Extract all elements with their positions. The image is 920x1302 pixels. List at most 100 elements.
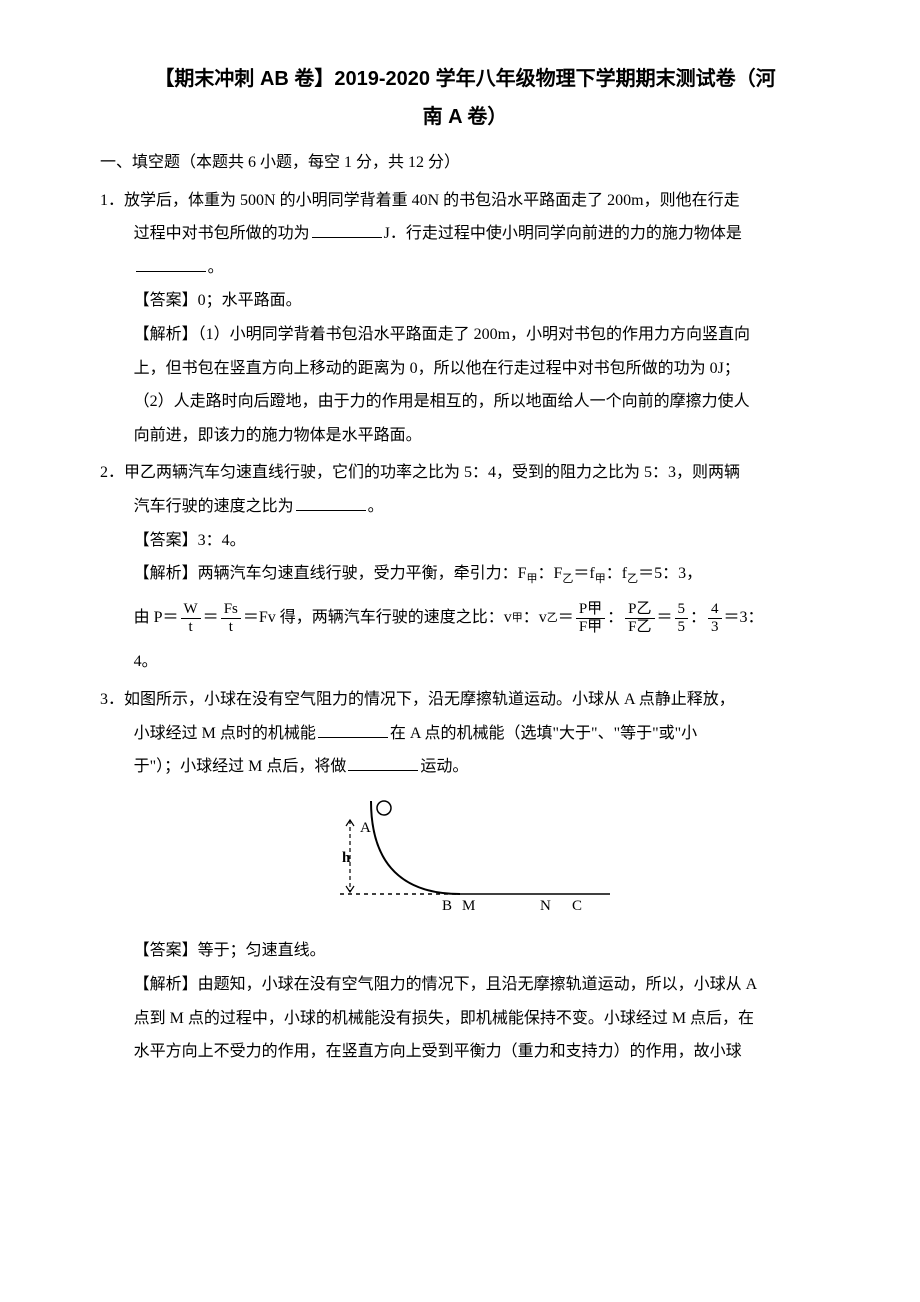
num: P乙	[625, 601, 654, 619]
q2-text-b: 汽车行驶的速度之比为	[134, 498, 294, 515]
q3-answer-text: 等于；匀速直线。	[198, 942, 326, 959]
q2-exp1b: ：F	[538, 565, 563, 582]
den: t	[226, 619, 236, 636]
frac-W-t: Wt	[181, 601, 201, 635]
den: F甲	[576, 619, 605, 636]
title-line-1: 【期末冲刺 AB 卷】2019-2020 学年八年级物理下学期期末测试卷（河	[100, 60, 830, 98]
question-2: 2．甲乙两辆汽车匀速直线行驶，它们的功率之比为 5：4，受到的阻力之比为 5：3…	[100, 456, 830, 679]
q3-number: 3．	[100, 691, 124, 708]
question-3: 3．如图所示，小球在没有空气阻力的情况下，沿无摩擦轨道运动。小球从 A 点静止释…	[100, 683, 830, 1069]
colon: ：	[690, 607, 706, 629]
q1-text-d: 。	[208, 259, 224, 276]
q1-text-a: 放学后，体重为 500N 的小明同学背着重 40N 的书包沿水平路面走了 200…	[124, 192, 740, 209]
label-C: C	[572, 898, 582, 914]
q3-text-a: 如图所示，小球在没有空气阻力的情况下，沿无摩擦轨道运动。小球从 A 点静止释放，	[124, 691, 735, 708]
sub-jia: 甲	[512, 611, 523, 626]
frac-Pyi-Fyi: P乙F乙	[625, 601, 654, 635]
frac-Pjia-Fjia: P甲F甲	[576, 601, 605, 635]
num: W	[181, 601, 201, 619]
q1-explain: 【解析】（1）小明同学背着书包沿水平路面走了 200m，小明对书包的作用力方向竖…	[100, 318, 830, 352]
ball-icon	[377, 801, 391, 815]
den: t	[186, 619, 196, 636]
q3-text-c1: 于"）；小球经过 M 点后，将做	[134, 758, 347, 775]
sub-yi: 乙	[547, 611, 558, 626]
label-A: A	[360, 820, 371, 836]
q2-exp1c: ＝f	[573, 565, 594, 582]
q3-exp-3: 水平方向上不受力的作用，在竖直方向上受到平衡力（重力和支持力）的作用，故小球	[100, 1035, 830, 1069]
sub-yi: 乙	[627, 573, 638, 585]
frac-4-3: 43	[708, 601, 722, 635]
q2-answer: 【答案】3：4。	[100, 524, 830, 558]
q2-exp-1: 【解析】两辆汽车匀速直线行驶，受力平衡，牵引力：F甲：F乙＝f甲：f乙＝5：3，	[100, 557, 830, 591]
q3-exp-2: 点到 M 点的过程中，小球的机械能没有损失，即机械能保持不变。小球经过 M 点后…	[100, 1002, 830, 1036]
label-N: N	[540, 898, 551, 914]
den: 3	[708, 619, 722, 636]
section-heading: 一、填空题（本题共 6 小题，每空 1 分，共 12 分）	[100, 146, 830, 180]
q1-exp-1: （1）小明同学背着书包沿水平路面走了 200m，小明对书包的作用力方向竖直向	[198, 326, 750, 343]
label-h: h	[342, 850, 351, 866]
q1-exp-2: 上，但书包在竖直方向上移动的距离为 0，所以他在行走过程中对书包所做的功为 0J…	[100, 352, 830, 386]
title-line-2: 南 A 卷）	[100, 98, 830, 136]
explain-label: 【解析】	[134, 976, 198, 993]
q1-exp-3: （2）人走路时向后蹬地，由于力的作用是相互的，所以地面给人一个向前的摩擦力使人	[100, 385, 830, 419]
q3-text-c2: 运动。	[420, 758, 468, 775]
question-1: 1．放学后，体重为 500N 的小明同学背着重 40N 的书包沿水平路面走了 2…	[100, 184, 830, 453]
sub-jia: 甲	[527, 573, 538, 585]
q1-exp-4: 向前进，即该力的施力物体是水平路面。	[100, 419, 830, 453]
q3-text-b2: 在 A 点的机械能（选填"大于"、"等于"或"小	[390, 725, 697, 742]
blank	[296, 494, 366, 511]
explain-label: 【解析】	[134, 565, 198, 582]
q2-exp1a: 两辆汽车匀速直线行驶，受力平衡，牵引力：F	[198, 565, 527, 582]
label-B: B	[442, 898, 452, 914]
q2-exp1d: ：f	[606, 565, 627, 582]
answer-label: 【答案】	[134, 942, 198, 959]
label-M: M	[462, 898, 475, 914]
q1-answer-text: 0；水平路面。	[198, 292, 302, 309]
q2-formula: 由 P＝ Wt ＝ Fst ＝Fv 得，两辆汽车行驶的速度之比：v甲 ：v乙 ＝…	[100, 601, 830, 635]
q1-text-c: J．行走过程中使小明同学向前进的力的施力物体是	[384, 225, 742, 242]
explain-label: 【解析】	[134, 326, 198, 343]
q2-exp-tail: 4。	[100, 645, 830, 679]
eq: ＝	[203, 607, 219, 629]
den: 5	[675, 619, 689, 636]
sub-yi: 乙	[562, 573, 573, 585]
den: F乙	[625, 619, 654, 636]
q2-exp1e: ＝5：3，	[638, 565, 702, 582]
q2-number: 2．	[100, 464, 124, 481]
blank	[318, 721, 388, 738]
page-title: 【期末冲刺 AB 卷】2019-2020 学年八年级物理下学期期末测试卷（河 南…	[100, 60, 830, 136]
q2-line1: 2．甲乙两辆汽车匀速直线行驶，它们的功率之比为 5：4，受到的阻力之比为 5：3…	[100, 456, 830, 490]
q2-answer-text: 3：4。	[198, 532, 246, 549]
q3-answer: 【答案】等于；匀速直线。	[100, 934, 830, 968]
colon: ：	[607, 607, 623, 629]
q1-text-b: 过程中对书包所做的功为	[134, 225, 310, 242]
q3-figure: A h B M N C	[100, 796, 830, 927]
f-mid: ＝Fv 得，两辆汽车行驶的速度之比：v	[243, 607, 512, 629]
q1-line2: 过程中对书包所做的功为 J．行走过程中使小明同学向前进的力的施力物体是	[100, 217, 830, 251]
q1-number: 1．	[100, 192, 124, 209]
num: Fs	[221, 601, 241, 619]
q3-text-b1: 小球经过 M 点时的机械能	[134, 725, 316, 742]
frac-5-5: 55	[675, 601, 689, 635]
q1-line3: 。	[100, 251, 830, 285]
q2-line2: 汽车行驶的速度之比为 。	[100, 490, 830, 524]
track-diagram: A h B M N C	[310, 796, 620, 914]
eq-tail: ＝3：	[724, 607, 764, 629]
q3-line3: 于"）；小球经过 M 点后，将做 运动。	[100, 750, 830, 784]
q3-line1: 3．如图所示，小球在没有空气阻力的情况下，沿无摩擦轨道运动。小球从 A 点静止释…	[100, 683, 830, 717]
answer-label: 【答案】	[134, 292, 198, 309]
num: P甲	[576, 601, 605, 619]
q2-text-a: 甲乙两辆汽车匀速直线行驶，它们的功率之比为 5：4，受到的阻力之比为 5：3，则…	[124, 464, 740, 481]
blank	[312, 221, 382, 238]
answer-label: 【答案】	[134, 532, 198, 549]
eq: ＝	[657, 607, 673, 629]
num: 5	[675, 601, 689, 619]
q3-exp1-text: 由题知，小球在没有空气阻力的情况下，且沿无摩擦轨道运动，所以，小球从 A	[198, 976, 758, 993]
f-vyi: ：v	[523, 607, 547, 629]
f-lead: 由 P＝	[134, 607, 179, 629]
q1-answer: 【答案】0；水平路面。	[100, 284, 830, 318]
sub-jia: 甲	[595, 573, 606, 585]
q2-text-c: 。	[368, 498, 384, 515]
blank	[348, 754, 418, 771]
q3-line2: 小球经过 M 点时的机械能 在 A 点的机械能（选填"大于"、"等于"或"小	[100, 717, 830, 751]
